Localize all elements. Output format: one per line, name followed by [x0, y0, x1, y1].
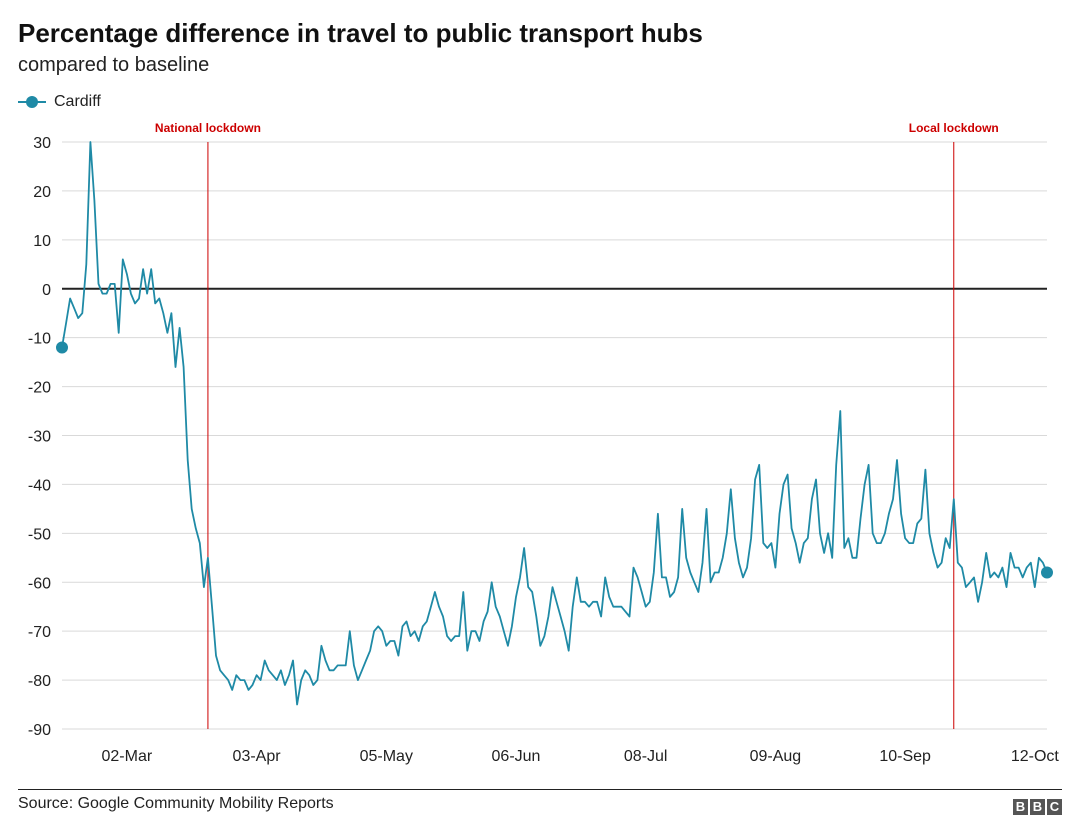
y-tick-label: 30 — [33, 135, 51, 152]
x-tick-label: 05-May — [360, 748, 413, 765]
y-tick-label: -70 — [28, 624, 51, 641]
chart-title: Percentage difference in travel to publi… — [18, 18, 703, 48]
bbc-logo-letter: C — [1047, 799, 1062, 815]
bbc-logo: B B C — [1013, 799, 1062, 815]
footer-divider — [18, 789, 1062, 790]
legend-marker-icon — [18, 96, 46, 108]
y-tick-label: -30 — [28, 429, 51, 446]
series-line-cardiff — [61, 141, 1048, 706]
x-tick-label: 08-Jul — [624, 748, 668, 765]
reference-line-label: National lockdown — [155, 121, 261, 135]
y-tick-label: -10 — [28, 331, 51, 348]
x-tick-label: 10-Sep — [879, 748, 931, 765]
legend: Cardiff — [18, 93, 101, 111]
chart-subtitle: compared to baseline — [18, 54, 210, 76]
reference-line-label: Local lockdown — [909, 121, 999, 135]
start-point-marker — [56, 341, 68, 354]
x-tick-label: 02-Mar — [102, 748, 153, 765]
x-tick-label: 12-Oct — [1011, 748, 1060, 765]
y-tick-label: -60 — [28, 575, 51, 592]
y-tick-label: 0 — [42, 282, 51, 299]
y-tick-label: -40 — [28, 477, 51, 494]
end-point-marker — [1041, 566, 1053, 579]
y-tick-label: 10 — [33, 233, 51, 250]
source-note: Source: Google Community Mobility Report… — [18, 795, 334, 812]
bbc-logo-letter: B — [1030, 799, 1045, 815]
y-tick-label: -50 — [28, 526, 51, 543]
x-tick-label: 06-Jun — [492, 748, 541, 765]
y-tick-label: 20 — [33, 184, 51, 201]
legend-label: Cardiff — [54, 93, 101, 110]
x-tick-label: 03-Apr — [233, 748, 282, 765]
x-tick-label: 09-Aug — [750, 748, 802, 765]
line-chart: 30 20 10 0 -10 -20 -30 -40 -50 -60 -70 -80 -90 02-Mar… — [28, 121, 1060, 765]
y-tick-label: -80 — [28, 673, 51, 690]
bbc-logo-letter: B — [1013, 799, 1028, 815]
y-tick-label: -20 — [28, 380, 51, 397]
y-tick-label: -90 — [28, 722, 51, 739]
